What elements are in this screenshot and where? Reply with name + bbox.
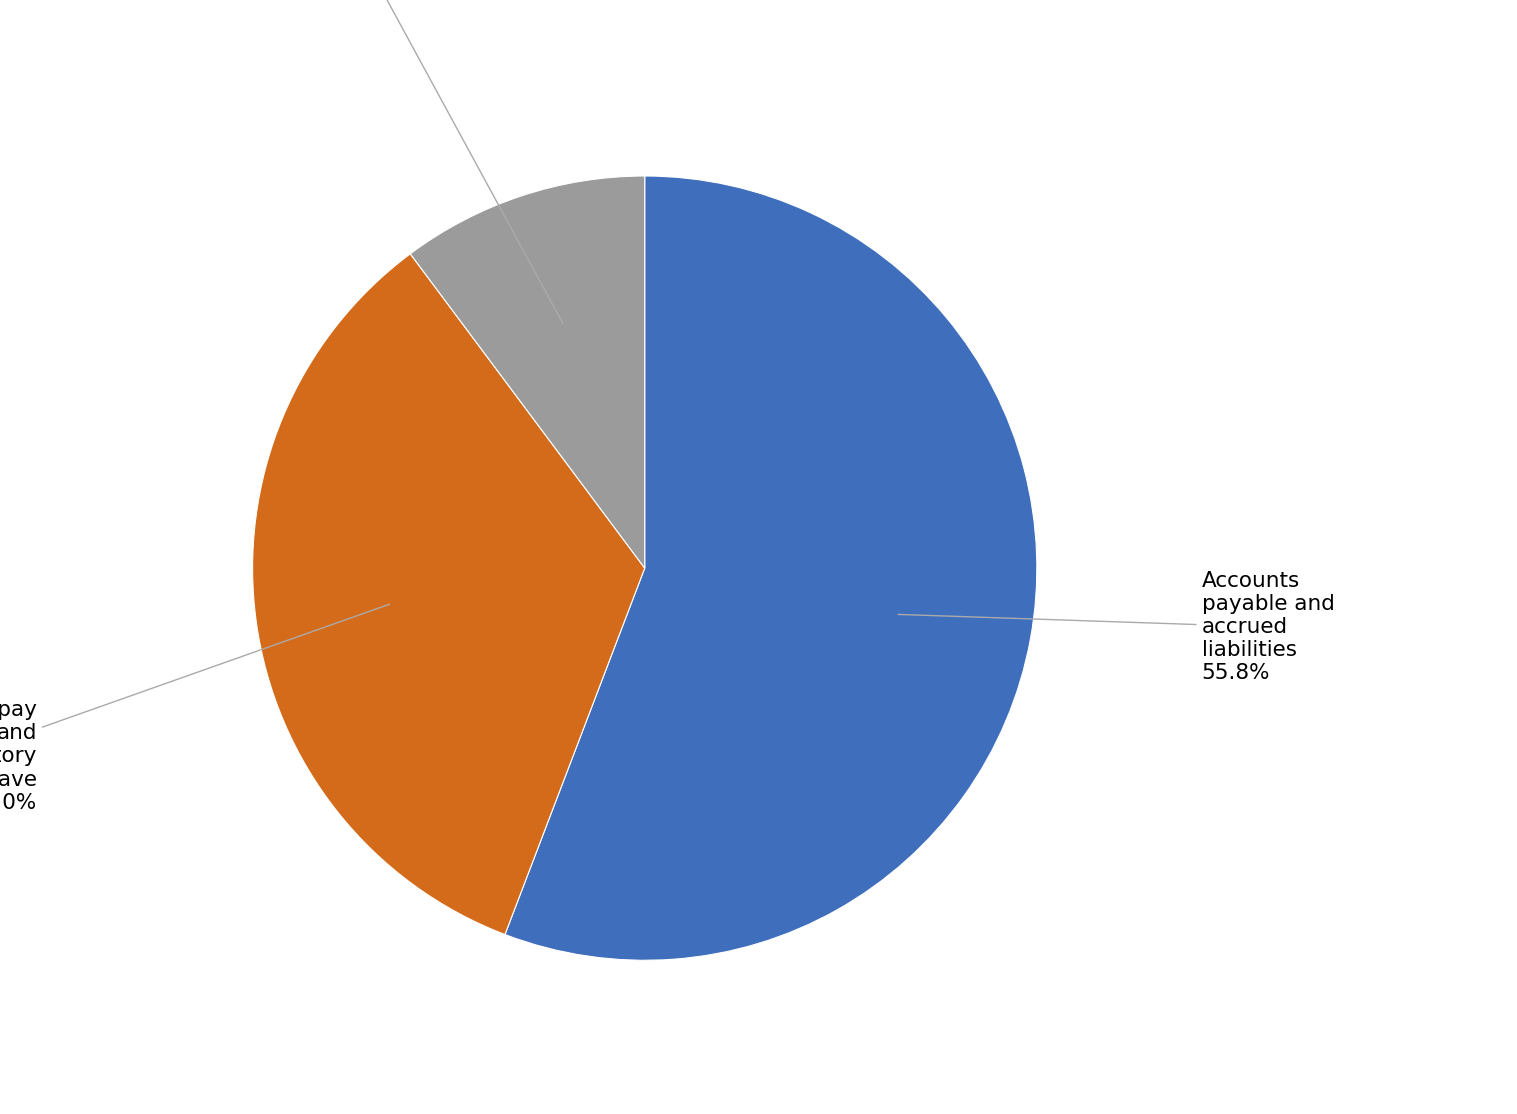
Text: Accounts
payable and
accrued
liabilities
55.8%: Accounts payable and accrued liabilities… xyxy=(898,570,1335,683)
Wedge shape xyxy=(505,176,1036,960)
Wedge shape xyxy=(253,254,645,935)
Text: Employee
future benefits
10.2%: Employee future benefits 10.2% xyxy=(282,0,563,324)
Text: Vacation pay
and
compensatory
leave
34.0%: Vacation pay and compensatory leave 34.0… xyxy=(0,604,390,813)
Wedge shape xyxy=(410,176,645,568)
